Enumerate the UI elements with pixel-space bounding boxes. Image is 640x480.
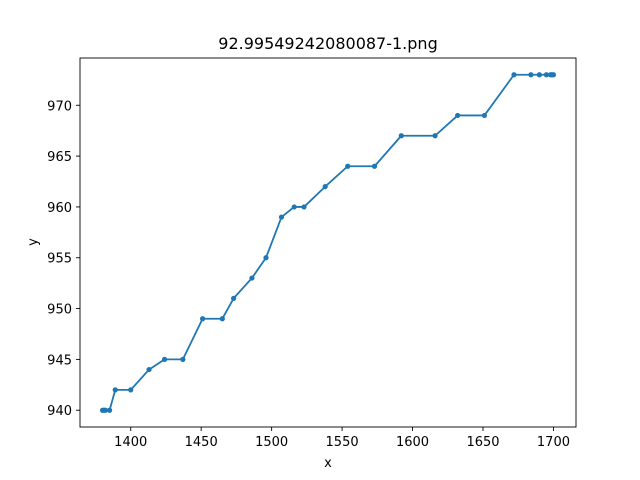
data-point [543, 72, 550, 78]
data-point [112, 387, 118, 393]
x-tick-label: 1450 [185, 435, 218, 450]
y-tick-label: 960 [47, 201, 72, 216]
data-point [249, 275, 255, 281]
x-tick-label: 1600 [396, 435, 429, 450]
y-tick-label: 965 [47, 150, 72, 165]
data-point [432, 133, 438, 139]
y-tick-label: 955 [47, 252, 72, 267]
chart-title: 92.99549242080087-1.png [218, 34, 437, 53]
data-point [550, 72, 557, 78]
data-point [263, 255, 269, 261]
data-point [102, 407, 108, 413]
data-point [301, 204, 307, 210]
x-tick-label: 1500 [255, 435, 288, 450]
axes: 1400 1450 1500 1550 1600 1650 1700 940 945 950 955… [47, 57, 577, 450]
data-point [146, 366, 152, 373]
data-point [199, 316, 206, 322]
data-point [291, 204, 297, 210]
x-tick-label: 1650 [466, 435, 499, 450]
y-axis-label: y [26, 238, 41, 246]
y-tick-label: 950 [47, 303, 72, 318]
x-tick-label: 1400 [114, 435, 147, 450]
data-point [278, 214, 285, 220]
data-point [161, 356, 168, 363]
data-point [322, 183, 328, 190]
data-point [219, 316, 225, 322]
data-point [180, 356, 186, 363]
x-tick-label: 1550 [326, 435, 359, 450]
data-point [511, 72, 517, 78]
data-point [230, 295, 237, 302]
x-axis-label: x [324, 456, 332, 471]
data-point [528, 72, 534, 78]
data-point [398, 133, 404, 139]
y-tick-label: 945 [47, 353, 72, 368]
data-point [536, 72, 542, 78]
data-point [481, 112, 488, 119]
plot-frame [79, 57, 577, 428]
x-tick-label: 1700 [537, 435, 570, 450]
data-point [371, 163, 378, 169]
data-point [455, 112, 461, 119]
y-tick-label: 940 [47, 404, 72, 419]
y-tick-label: 970 [47, 99, 72, 114]
data-point [345, 163, 351, 169]
data-point [106, 407, 113, 413]
data-point [128, 387, 134, 393]
